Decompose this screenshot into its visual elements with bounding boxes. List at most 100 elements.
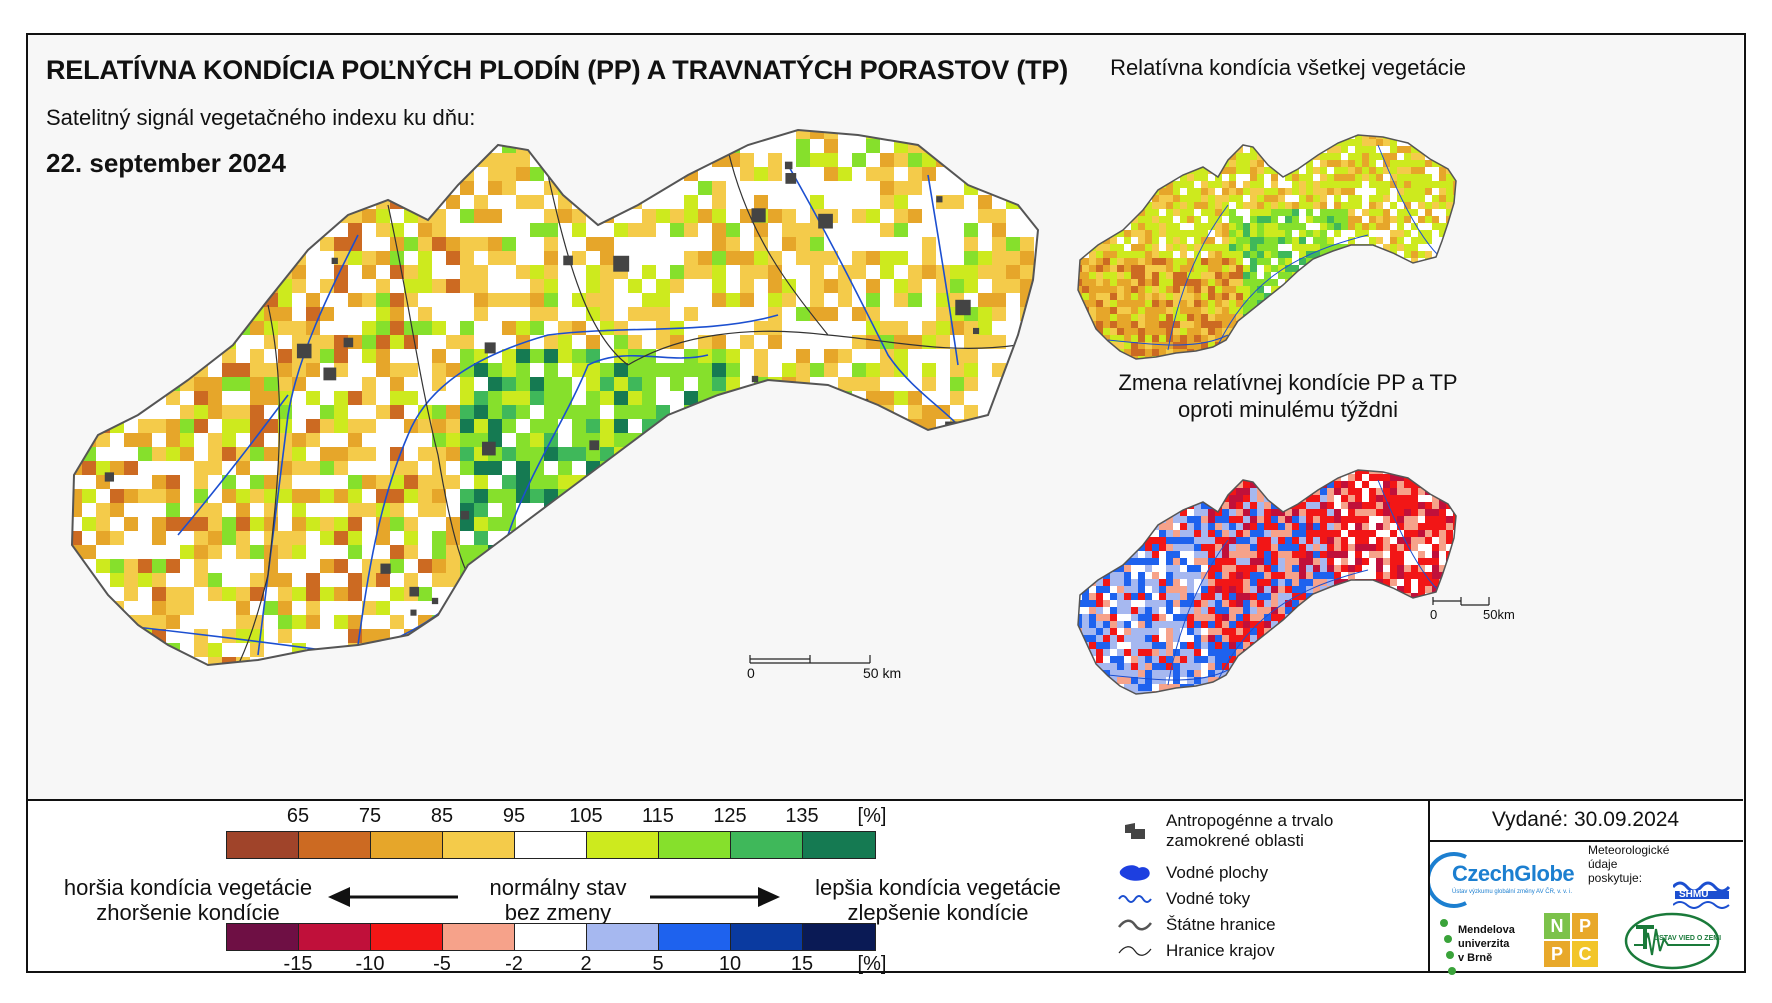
key-regions-label: Hranice krajov bbox=[1166, 941, 1275, 960]
legend_change-swatch bbox=[731, 924, 803, 950]
mendel-logo: Mendelova univerzita v Brně bbox=[1438, 917, 1518, 977]
legend_condition-swatch bbox=[371, 832, 443, 858]
urban-icon bbox=[1116, 819, 1154, 843]
key-border-label: Štátne hranice bbox=[1166, 915, 1276, 934]
key-urban: Antropogénne a trvalo zamokrené oblasti bbox=[1116, 811, 1333, 851]
desc-worse-line2: zhoršenie kondície bbox=[96, 900, 280, 925]
issued-date: Vydané: 30.09.2024 bbox=[1491, 808, 1680, 831]
legend_change-swatch bbox=[515, 924, 587, 950]
key-urban-line2: zamokrené oblasti bbox=[1166, 831, 1304, 850]
legend_condition-swatch bbox=[515, 832, 587, 858]
main-scale-bar bbox=[749, 655, 871, 664]
legend-divider bbox=[28, 799, 1743, 801]
key-water: Vodné plochy bbox=[1116, 861, 1268, 885]
inset-top-title: Relatívna kondícia všetkej vegetácie bbox=[1110, 55, 1466, 80]
legend_condition-tick: 85 bbox=[430, 805, 454, 827]
main-map-fill bbox=[72, 130, 1038, 665]
inset-map-change bbox=[1077, 469, 1457, 695]
mendel-line2: univerzita bbox=[1458, 938, 1510, 950]
inset-scale-end: 50km bbox=[1483, 607, 1515, 622]
state-border-main bbox=[70, 128, 1040, 667]
nppc-c: C bbox=[1572, 941, 1598, 967]
desc-better: lepšia kondícia vegetácie zlepšenie kond… bbox=[788, 875, 1088, 925]
legend_change-swatch bbox=[659, 924, 731, 950]
legend_condition-tick: 125 bbox=[713, 805, 747, 827]
legend_condition-tick: 105 bbox=[569, 805, 603, 827]
legend_change-tick: 15 bbox=[790, 953, 814, 975]
czechglobe-name: CzechGlobe bbox=[1452, 861, 1575, 886]
legend_change-swatch bbox=[371, 924, 443, 950]
mendel-line3: v Brně bbox=[1458, 952, 1493, 964]
arrow-right-icon bbox=[650, 887, 780, 907]
legend_condition-swatch bbox=[731, 832, 803, 858]
arrow-left-icon bbox=[328, 887, 458, 907]
legend_change-swatch bbox=[299, 924, 371, 950]
legend_change-tick: 2 bbox=[580, 953, 592, 975]
desc-worse: horšia kondícia vegetácie zhoršenie kond… bbox=[38, 875, 338, 925]
legend_change-tick: 5 bbox=[652, 953, 664, 975]
map-frame: RELATÍVNA KONDÍCIA POĽNÝCH PLODÍN (PP) A… bbox=[26, 33, 1746, 975]
key-rivers: Vodné toky bbox=[1116, 887, 1250, 911]
legend_condition-swatch bbox=[227, 832, 299, 858]
legend_condition-tick: 75 bbox=[358, 805, 382, 827]
inset-scale-bar bbox=[1432, 597, 1490, 606]
nppc-logo: N P P C bbox=[1544, 913, 1598, 967]
uvoz-label: ÚSTAV VIED O ZEMI bbox=[1654, 935, 1722, 942]
legend_change-tick: [%] bbox=[857, 953, 887, 975]
key-rivers-label: Vodné toky bbox=[1166, 889, 1251, 908]
legend_change-swatch bbox=[803, 924, 875, 950]
page-subtitle: Satelitný signál vegetačného indexu ku d… bbox=[46, 105, 476, 130]
legend_change-tick: -5 bbox=[433, 953, 451, 975]
met-data-label: Meteorologické údaje poskytuje: bbox=[1588, 843, 1669, 885]
legend_condition-swatch bbox=[587, 832, 659, 858]
state-border-icon bbox=[1116, 913, 1154, 937]
legend_condition-swatch bbox=[659, 832, 731, 858]
legend_condition-tick: 135 bbox=[785, 805, 819, 827]
desc-normal-line1: normálny stav bbox=[489, 875, 627, 900]
met-line3: poskytuje: bbox=[1588, 871, 1643, 885]
legend_change-tick: -10 bbox=[355, 953, 385, 975]
met-line1: Meteorologické bbox=[1588, 843, 1670, 857]
czechglobe-logo: CzechGlobe Ústav výzkumu globální změny … bbox=[1430, 849, 1588, 909]
main-scale-end: 50 km bbox=[863, 665, 902, 681]
key-border: Štátne hranice bbox=[1116, 913, 1276, 937]
inset-map-vegetation bbox=[1077, 134, 1457, 360]
legend_condition-tick: 65 bbox=[286, 805, 310, 827]
map-area: RELATÍVNA KONDÍCIA POĽNÝCH PLODÍN (PP) A… bbox=[28, 35, 1743, 799]
legend_condition-tick: 115 bbox=[642, 805, 674, 827]
legend_change-swatch bbox=[227, 924, 299, 950]
date-label: 22. september 2024 bbox=[46, 148, 286, 178]
uvoz-logo: ÚSTAV VIED O ZEMI bbox=[1624, 911, 1722, 971]
legend_change-tick: 10 bbox=[718, 953, 742, 975]
legend_change-tick: -15 bbox=[283, 953, 313, 975]
inset-bottom-title-1: Zmena relatívnej kondície PP a TP bbox=[1118, 370, 1458, 395]
main-scale-zero: 0 bbox=[747, 665, 755, 681]
page-title: RELATÍVNA KONDÍCIA POĽNÝCH PLODÍN (PP) A… bbox=[46, 55, 1069, 85]
river-icon bbox=[1116, 887, 1154, 911]
desc-better-line1: lepšia kondícia vegetácie bbox=[815, 875, 1061, 900]
water-body-icon bbox=[1116, 861, 1154, 885]
legend_change-swatch bbox=[587, 924, 659, 950]
met-line2: údaje bbox=[1588, 857, 1618, 871]
desc-worse-line1: horšia kondícia vegetácie bbox=[63, 875, 313, 900]
shmu-logo: SHMÚ bbox=[1671, 875, 1731, 909]
key-urban-line1: Antropogénne a trvalo bbox=[1166, 811, 1334, 830]
legend_condition-tick: [%] bbox=[857, 805, 887, 827]
desc-normal-line2: bez zmeny bbox=[504, 900, 612, 925]
legend-condition-bar bbox=[226, 831, 876, 859]
legend_change-tick: -2 bbox=[505, 953, 523, 975]
czechglobe-sub: Ústav výzkumu globální změny AV ČR, v. v… bbox=[1452, 889, 1573, 895]
legend_change-swatch bbox=[443, 924, 515, 950]
legend-change-bar bbox=[226, 923, 876, 951]
desc-normal: normálny stav bez zmeny bbox=[458, 875, 658, 925]
key-regions: Hranice krajov bbox=[1116, 939, 1275, 963]
nppc-n: N bbox=[1544, 913, 1570, 939]
key-water-label: Vodné plochy bbox=[1166, 863, 1269, 882]
footer-divider bbox=[1428, 799, 1430, 972]
issued-divider bbox=[1428, 840, 1743, 842]
inset-scale-zero: 0 bbox=[1430, 607, 1438, 622]
main-map bbox=[70, 128, 1040, 667]
nppc-p2: P bbox=[1544, 941, 1570, 967]
mendel-line1: Mendelova bbox=[1458, 924, 1515, 936]
nppc-p1: P bbox=[1572, 913, 1598, 939]
